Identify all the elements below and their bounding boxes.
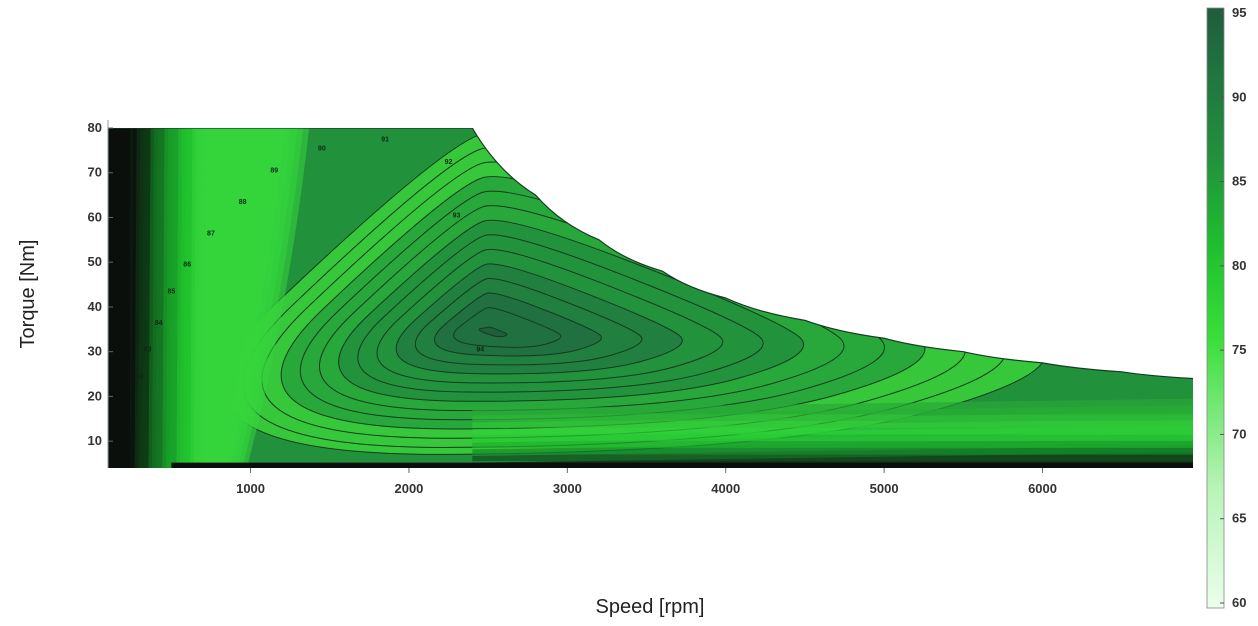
colorbar-tick-label: 95 xyxy=(1232,5,1246,20)
x-axis: 1000 2000 3000 4000 5000 6000 xyxy=(236,468,1057,496)
colorbar-tick-label: 85 xyxy=(1232,174,1246,189)
low-speed-bands xyxy=(108,128,310,468)
y-axis: 10 20 30 40 50 60 70 80 xyxy=(88,120,113,468)
y-tick-label: 40 xyxy=(88,299,102,314)
colorbar-tick-label: 90 xyxy=(1232,89,1246,104)
colorbar: 60 65 70 75 80 85 90 95 xyxy=(1206,5,1246,610)
colorbar-tick-label: 70 xyxy=(1232,426,1246,441)
contour-line-88 xyxy=(338,219,804,402)
contour-line-94 xyxy=(453,307,562,348)
x-tick-label: 2000 xyxy=(394,481,423,496)
contour-label-90: 90 xyxy=(318,145,326,152)
x-tick-label: 6000 xyxy=(1028,481,1057,496)
low-torque-bands xyxy=(171,398,1193,468)
low-torque-dark-zone xyxy=(171,462,1193,468)
x-tick-label: 5000 xyxy=(870,481,899,496)
colorbar-tick-label: 80 xyxy=(1232,258,1246,273)
contour-labels: 94 93 92 91 90 89 88 87 86 85 84 83 82 xyxy=(136,136,484,380)
contour-label-91: 91 xyxy=(381,136,389,143)
contour-line-89 xyxy=(357,234,764,393)
contour-line-90 xyxy=(376,248,724,384)
contour-label-87: 87 xyxy=(207,230,215,237)
contour-label-85: 85 xyxy=(167,289,175,296)
colorbar-tick-label: 60 xyxy=(1232,595,1246,610)
contour-line-91 xyxy=(395,263,683,375)
y-tick-label: 10 xyxy=(88,433,102,448)
y-tick-label: 80 xyxy=(88,120,102,135)
contour-label-84: 84 xyxy=(155,320,163,327)
x-axis-title: Speed [rpm] xyxy=(596,596,705,618)
contour-label-82: 82 xyxy=(136,374,144,381)
torque-limit-curve xyxy=(108,128,1193,380)
colorbar-tick-label: 75 xyxy=(1232,342,1246,357)
contour-line-92 xyxy=(414,277,643,366)
y-tick-label: 20 xyxy=(88,388,102,403)
colorbar-ticks: 60 65 70 75 80 85 90 95 xyxy=(1220,5,1246,610)
colorbar-gradient xyxy=(1206,7,1225,609)
low-speed-dark-zone xyxy=(108,128,131,468)
contour-fill-94 xyxy=(453,307,561,348)
x-tick-label: 1000 xyxy=(236,481,265,496)
peak-island xyxy=(478,326,508,338)
contour-label-89: 89 xyxy=(270,168,278,175)
y-axis-title: Torque [Nm] xyxy=(17,240,39,349)
contour-label-88: 88 xyxy=(239,199,247,206)
contour-label-83: 83 xyxy=(144,347,152,354)
x-tick-label: 4000 xyxy=(711,481,740,496)
contour-label-92: 92 xyxy=(445,159,453,166)
contour-label-93: 93 xyxy=(453,212,461,219)
x-tick-label: 3000 xyxy=(553,481,582,496)
contour-label-94: 94 xyxy=(476,347,484,354)
y-tick-label: 30 xyxy=(88,344,102,359)
contour-label-86: 86 xyxy=(183,262,191,269)
low-torque-band xyxy=(472,398,1193,415)
contour-line-93 xyxy=(434,292,602,357)
y-tick-label: 60 xyxy=(88,209,102,224)
low-speed-band xyxy=(207,128,310,468)
colorbar-tick-label: 65 xyxy=(1232,511,1246,526)
y-tick-label: 70 xyxy=(88,165,102,180)
y-tick-label: 50 xyxy=(88,254,102,269)
